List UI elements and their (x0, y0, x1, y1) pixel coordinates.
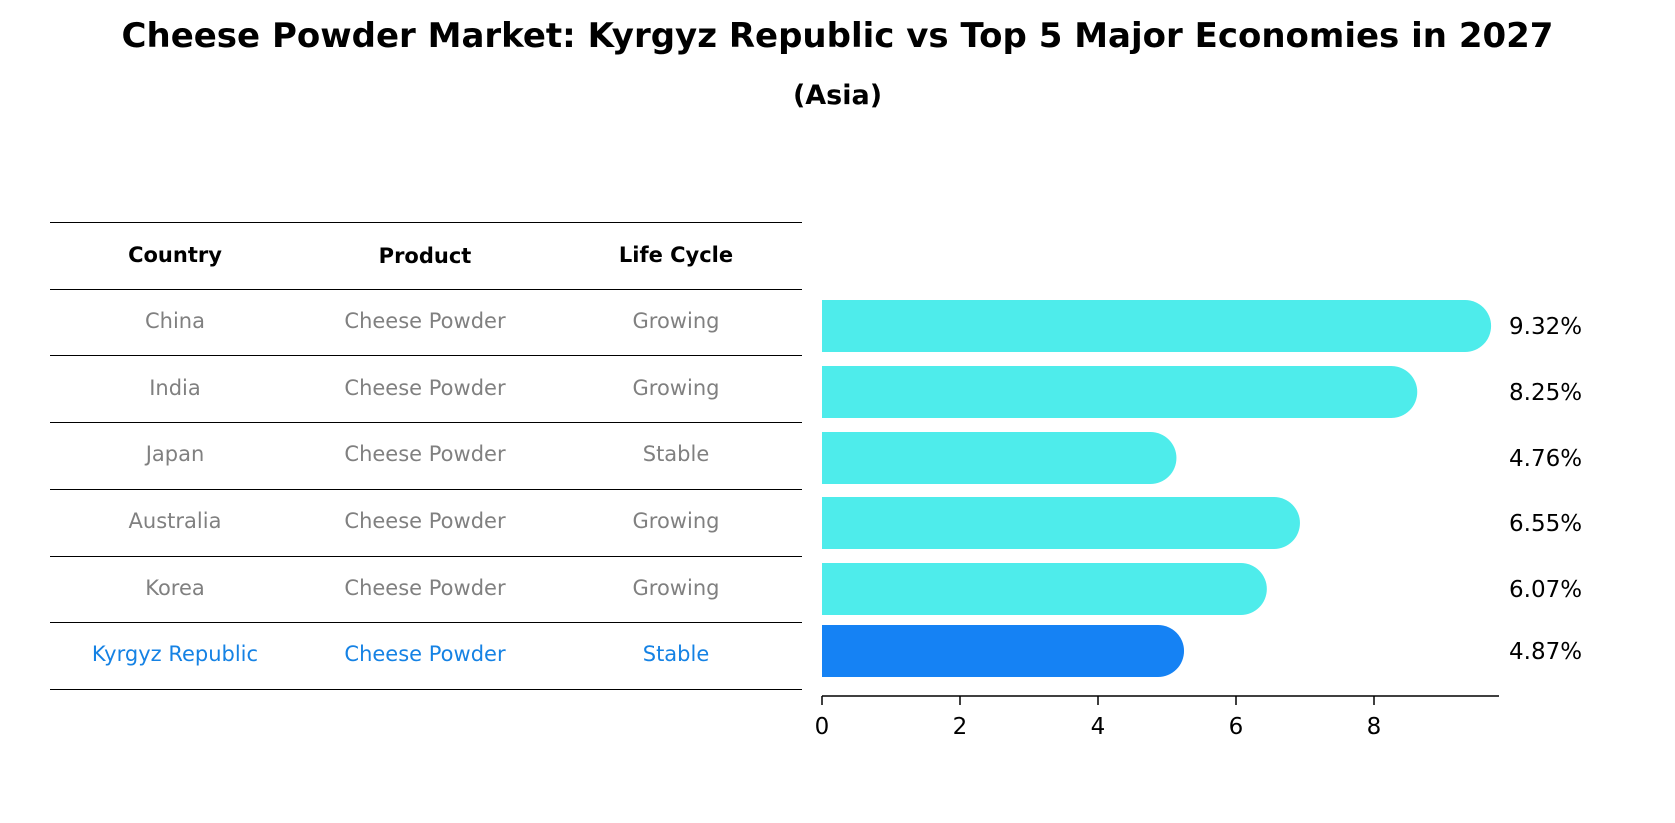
cell-life-cycle: Growing (632, 509, 720, 533)
cell-product: Cheese Powder (344, 509, 506, 533)
x-tick-label: 2 (953, 714, 968, 740)
table-rule (50, 355, 802, 356)
chart-subtitle: (Asia) (792, 80, 883, 111)
bar-value-label: 9.32% (1509, 314, 1582, 340)
table-rule (50, 289, 802, 290)
table-rule (50, 622, 802, 623)
cell-life-cycle: Stable (642, 442, 710, 466)
x-tick-label: 0 (815, 714, 830, 740)
chart-title: Cheese Powder Market: Kyrgyz Republic vs… (121, 16, 1554, 56)
cell-life-cycle-highlight: Stable (642, 642, 710, 666)
cell-life-cycle: Growing (632, 376, 720, 400)
x-tick-label: 8 (1367, 714, 1382, 740)
cell-product: Cheese Powder (344, 376, 506, 400)
cell-country: India (149, 376, 201, 400)
bar (822, 497, 1300, 549)
bar-highlight (822, 625, 1185, 677)
x-tick-label: 6 (1229, 714, 1244, 740)
bar-value-label: 4.87% (1509, 639, 1582, 665)
bar (822, 563, 1267, 615)
cell-product: Cheese Powder (344, 442, 506, 466)
cell-country: China (145, 309, 205, 333)
table-rule (50, 422, 802, 423)
cell-life-cycle: Growing (632, 309, 720, 333)
table-rule (50, 556, 802, 557)
header-product: Product (378, 244, 472, 268)
table-rule (50, 222, 802, 223)
bar-value-label: 8.25% (1509, 380, 1582, 406)
bar (822, 432, 1177, 484)
header-country: Country (128, 243, 222, 267)
cell-country: Japan (145, 442, 205, 466)
cell-country-highlight: Kyrgyz Republic (91, 642, 259, 666)
cell-country: Australia (128, 509, 222, 533)
cell-product-highlight: Cheese Powder (344, 642, 506, 666)
header-life-cycle: Life Cycle (618, 243, 734, 267)
bar-value-label: 4.76% (1509, 446, 1582, 472)
bar (822, 300, 1492, 352)
bar-value-label: 6.07% (1509, 577, 1582, 603)
bar-value-label: 6.55% (1509, 511, 1582, 537)
x-tick-label: 4 (1091, 714, 1106, 740)
cell-product: Cheese Powder (344, 309, 506, 333)
cell-product: Cheese Powder (344, 576, 506, 600)
cell-country: Korea (145, 576, 205, 600)
table-rule (50, 489, 802, 490)
table-rule (50, 689, 802, 690)
cell-life-cycle: Growing (632, 576, 720, 600)
bar (822, 366, 1418, 418)
